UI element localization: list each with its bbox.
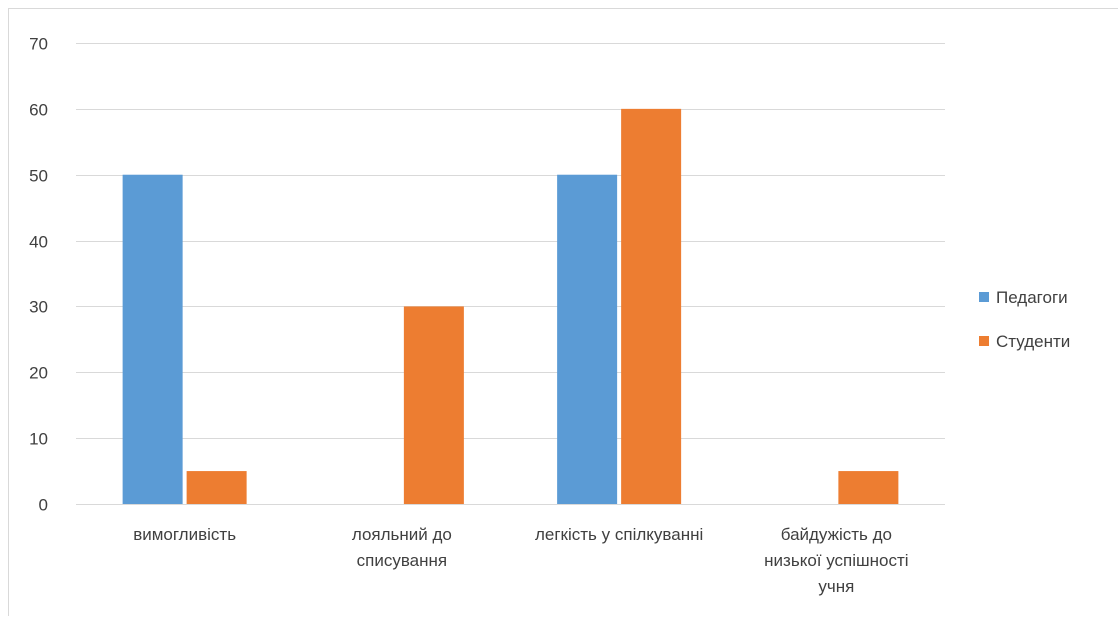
category-label-2: лояльний до списування bbox=[352, 525, 452, 570]
y-tick-label-10: 10 bbox=[29, 430, 48, 449]
category-label-4: байдужість до низької успішності учня bbox=[764, 525, 908, 596]
category-label-line: лояльний до bbox=[352, 525, 452, 544]
category-label-line: списування bbox=[357, 551, 447, 570]
y-tick-label-0: 0 bbox=[39, 496, 48, 515]
y-tick-label-20: 20 bbox=[29, 364, 48, 383]
category-label-3: легкість у спілкуванні bbox=[535, 525, 703, 544]
bar-series2-cat3 bbox=[621, 108, 682, 504]
category-label-line: вимогливість bbox=[133, 525, 236, 544]
category-label-line: учня bbox=[818, 577, 854, 596]
bar-series2-cat2 bbox=[403, 306, 464, 504]
y-tick-label-30: 30 bbox=[29, 298, 48, 317]
category-label-line: низької успішності bbox=[764, 551, 908, 570]
legend-swatch-1 bbox=[979, 292, 989, 302]
legend-label-2: Студенти bbox=[996, 332, 1070, 351]
bar-series2-cat4 bbox=[838, 471, 899, 504]
legend-label-1: Педагоги bbox=[996, 288, 1068, 307]
y-tick-label-50: 50 bbox=[29, 167, 48, 186]
legend-swatch-2 bbox=[979, 336, 989, 346]
category-label-line: легкість у спілкуванні bbox=[535, 525, 703, 544]
bar-series1-cat1 bbox=[122, 174, 183, 504]
bar-series2-cat1 bbox=[186, 471, 247, 504]
category-label-1: вимогливість bbox=[133, 525, 236, 544]
y-tick-label-60: 60 bbox=[29, 101, 48, 120]
y-tick-label-70: 70 bbox=[29, 35, 48, 54]
category-label-line: байдужість до bbox=[781, 525, 892, 544]
y-tick-label-40: 40 bbox=[29, 233, 48, 252]
bar-series1-cat3 bbox=[557, 174, 618, 504]
